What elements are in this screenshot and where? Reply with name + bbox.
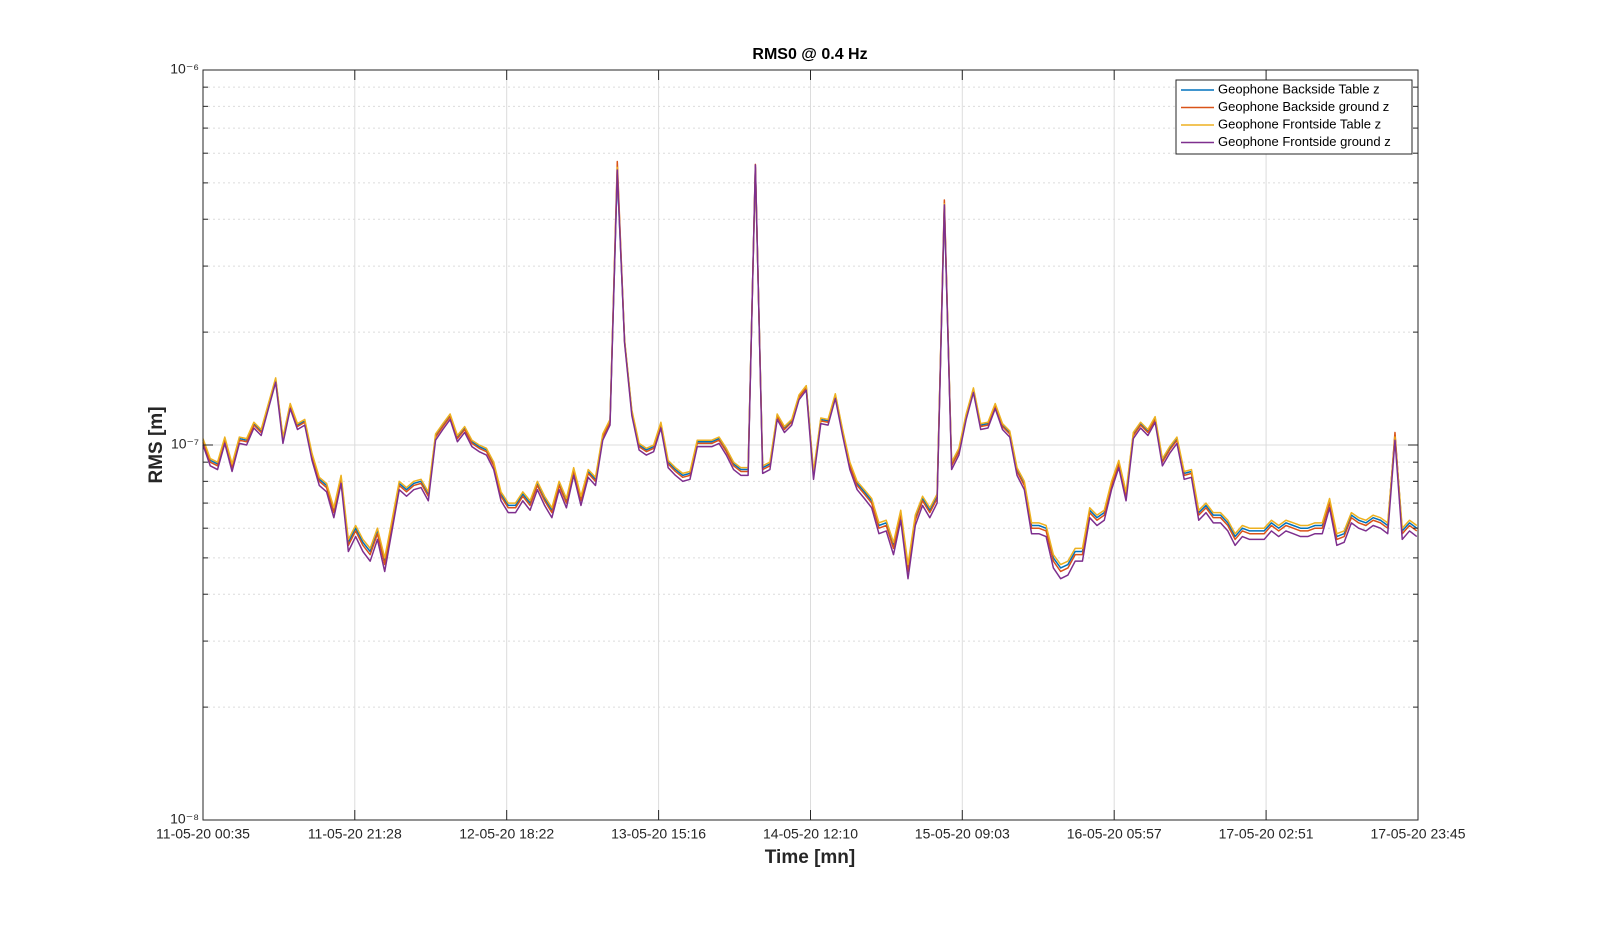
- x-tick-label: 14-05-20 12:10: [763, 826, 858, 842]
- y-tick-label: 10⁻⁷: [171, 436, 199, 452]
- chart-title: RMS0 @ 0.4 Hz: [752, 46, 867, 63]
- x-axis-label: Time [mn]: [765, 847, 855, 868]
- x-tick-label: 17-05-20 02:51: [1219, 826, 1314, 842]
- legend-label: Geophone Backside ground z: [1218, 99, 1389, 114]
- x-tick-label: 11-05-20 00:35: [156, 826, 250, 842]
- x-tick-label: 17-05-20 23:45: [1371, 826, 1466, 842]
- x-tick-label: 15-05-20 09:03: [915, 826, 1010, 842]
- legend-label: Geophone Backside Table z: [1218, 81, 1380, 96]
- legend-label: Geophone Frontside Table z: [1218, 116, 1381, 131]
- legend-box: [1175, 79, 1413, 155]
- ticks: 10⁻⁸ 10⁻⁷ 10⁻⁶ 11-05-20 00:35 11-05-20 21:28…: [156, 61, 1466, 842]
- lines: [202, 160, 1418, 580]
- x-tick-label: 13-05-20 15:16: [611, 826, 706, 842]
- x-tick-label: 16-05-20 05:57: [1067, 826, 1162, 842]
- y-axis-label: RMS [m]: [146, 406, 167, 483]
- x-tick-label: 12-05-20 18:22: [459, 826, 554, 842]
- legend: Geophone Backside Table z Geophone Backsi…: [1175, 79, 1413, 155]
- legend-label: Geophone Frontside ground z: [1218, 134, 1391, 149]
- y-tick-label: 10⁻⁸: [170, 811, 199, 827]
- x-tick-label: 11-05-20 21:28: [308, 826, 402, 842]
- y-tick-label: 10⁻⁶: [170, 61, 199, 77]
- series-line: [202, 164, 1418, 580]
